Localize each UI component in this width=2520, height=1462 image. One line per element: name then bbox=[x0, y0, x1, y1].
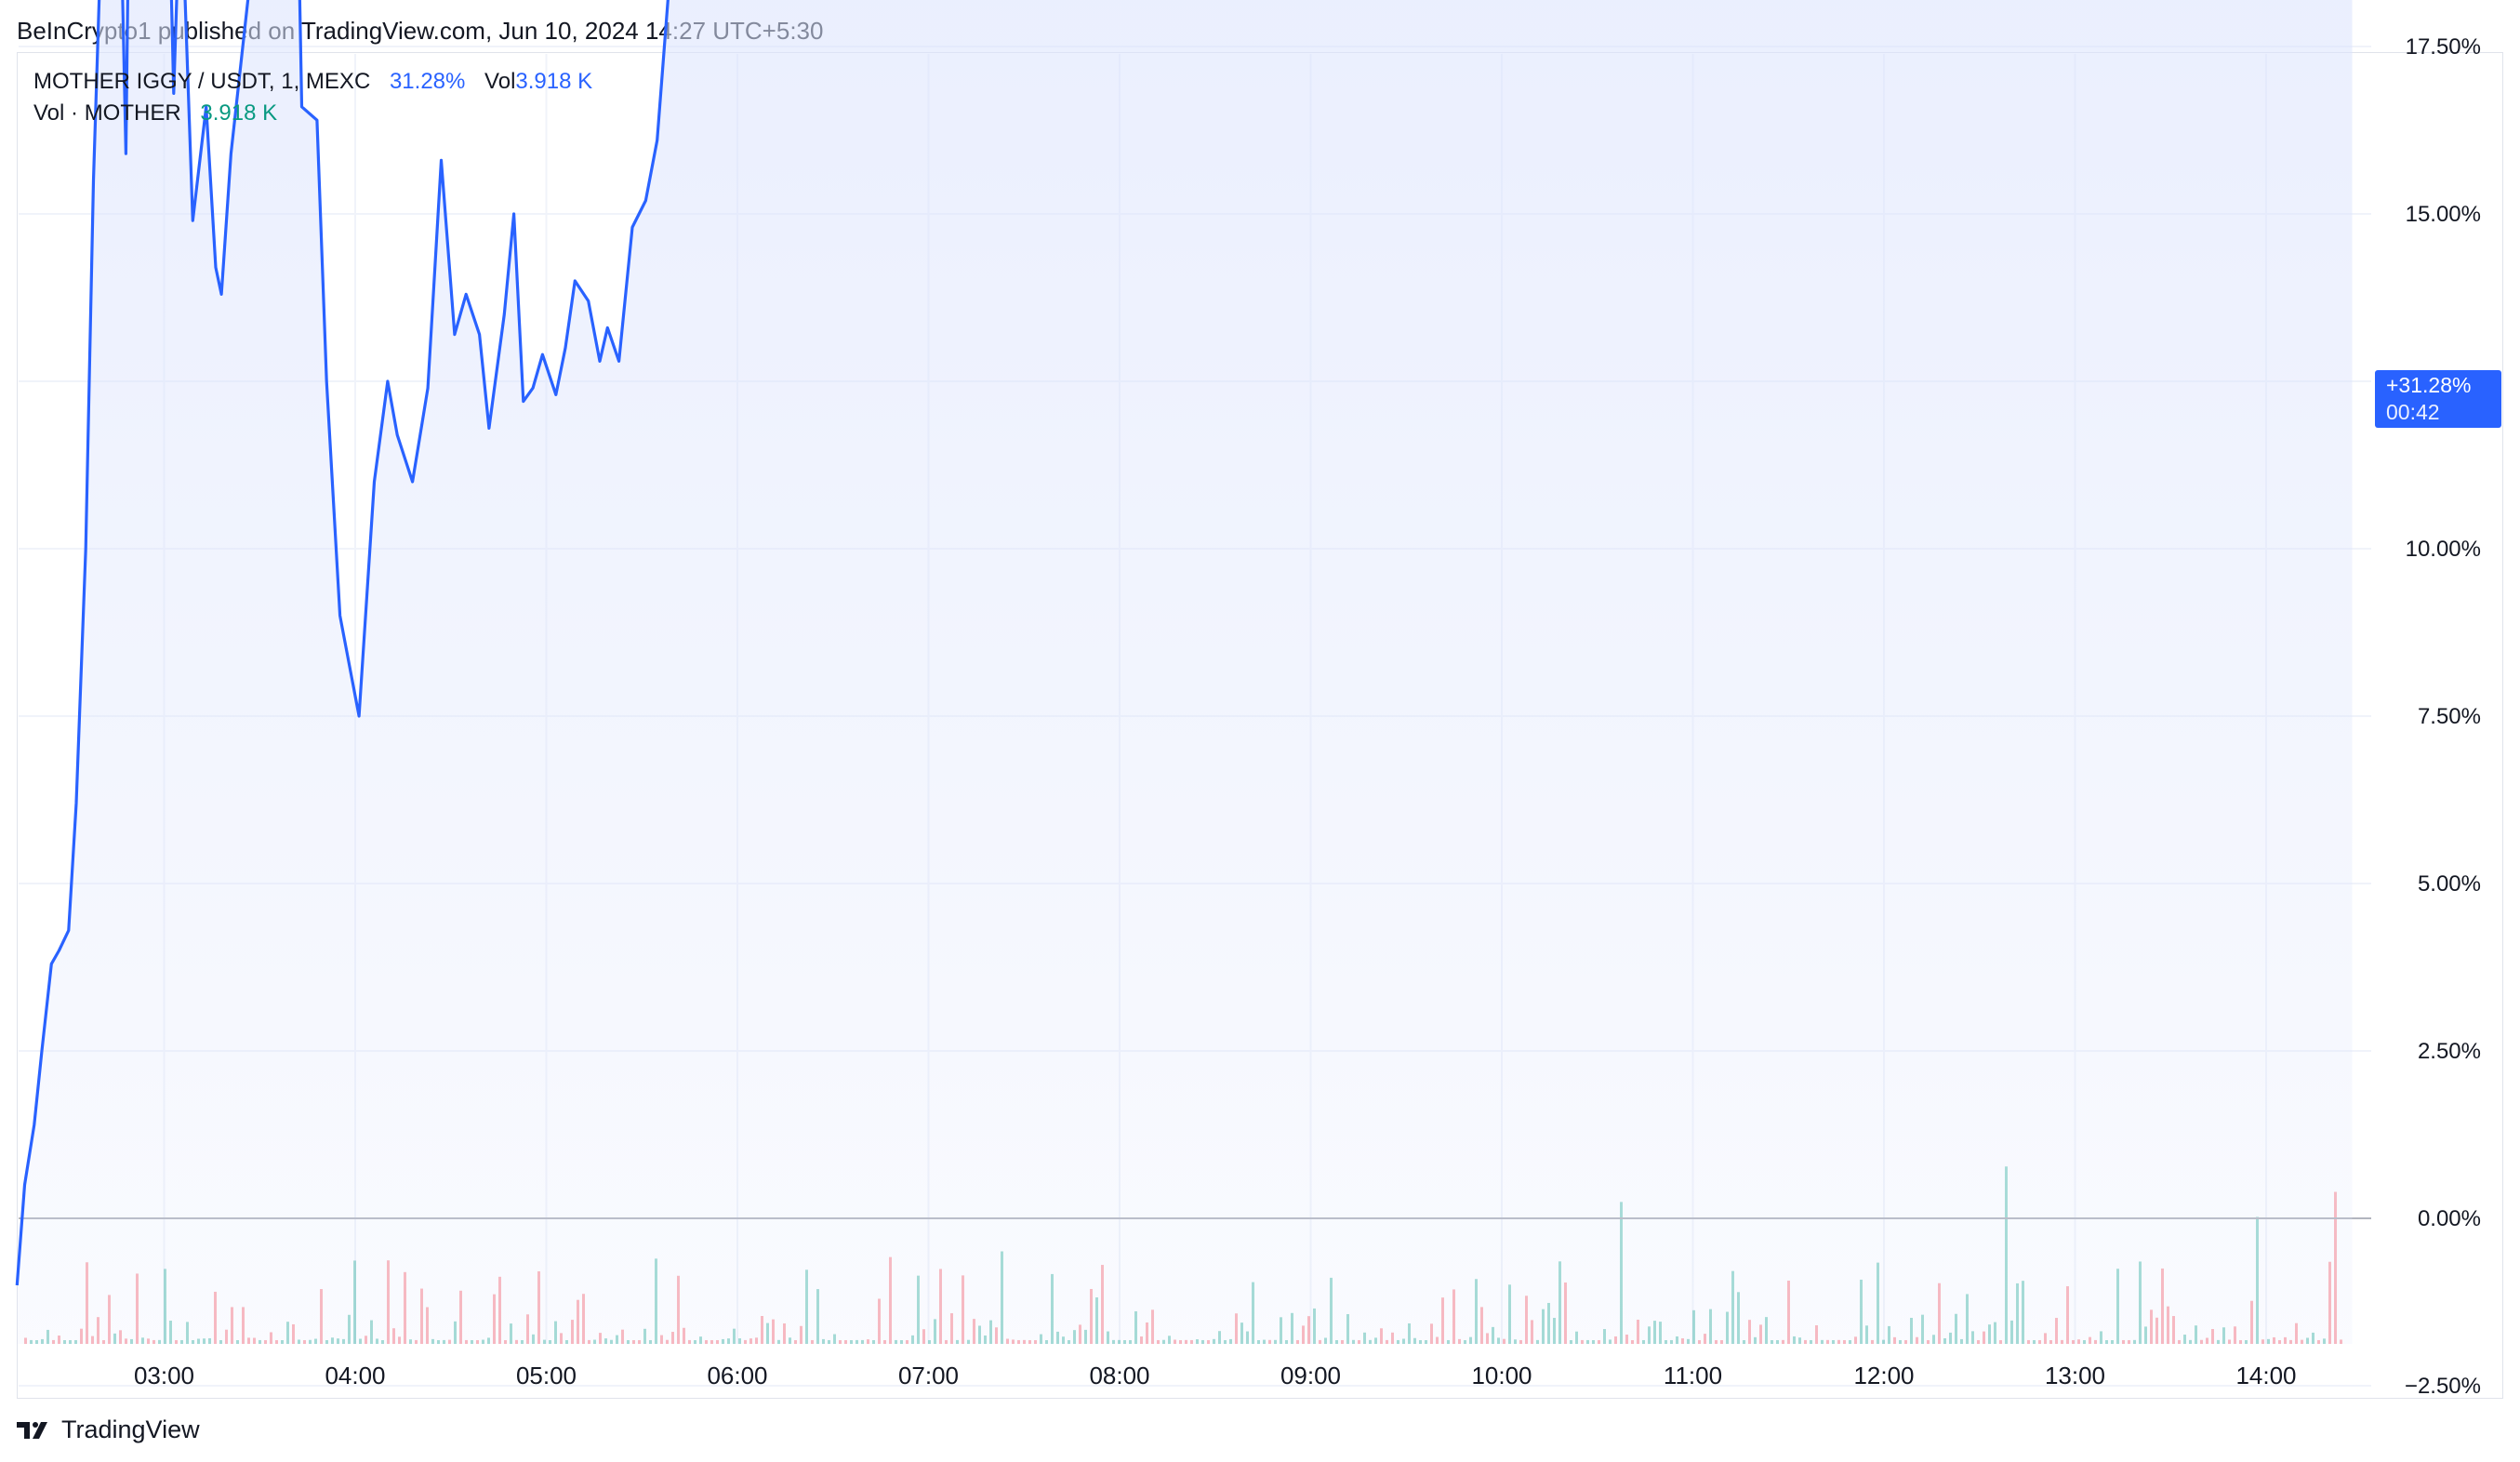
x-tick-label: 03:00 bbox=[134, 1362, 194, 1389]
y-tick-label: 17.50% bbox=[2406, 34, 2481, 60]
last-price-tag: +31.28% 00:42 bbox=[2375, 370, 2501, 428]
legend-row-symbol: MOTHER IGGY / USDT, 1, MEXC 31.28% Vol3.… bbox=[33, 69, 605, 95]
legend-vol-value: 3.918 K bbox=[515, 69, 593, 94]
x-tick-label: 11:00 bbox=[1664, 1362, 1722, 1389]
y-tick-label: 5.00% bbox=[2418, 871, 2481, 897]
x-tick-label: 07:00 bbox=[898, 1362, 959, 1389]
x-tick-label: 09:00 bbox=[1280, 1362, 1341, 1389]
x-tick-label: 04:00 bbox=[325, 1362, 385, 1389]
bar-countdown: 00:42 bbox=[2386, 400, 2440, 424]
y-tick-label: 0.00% bbox=[2418, 1206, 2481, 1231]
tradingview-brand: TradingView bbox=[61, 1415, 200, 1443]
y-tick-label: 7.50% bbox=[2418, 704, 2481, 729]
x-tick-label: 10:00 bbox=[1471, 1362, 1532, 1389]
last-price-value: +31.28% bbox=[2386, 373, 2472, 397]
tradingview-logo-icon bbox=[17, 1421, 47, 1439]
price-area bbox=[17, 0, 2353, 1344]
legend-volume-value: 3.918 K bbox=[200, 100, 278, 126]
legend-symbol[interactable]: MOTHER IGGY / USDT, 1, MEXC bbox=[33, 69, 371, 94]
legend-change: 31.28% bbox=[389, 69, 466, 94]
x-tick-label: 13:00 bbox=[2045, 1362, 2105, 1389]
legend-row-volume: Vol · MOTHER 3.918 K bbox=[33, 100, 290, 126]
x-tick-label: 12:00 bbox=[1853, 1362, 1914, 1389]
legend-vol-label: Vol bbox=[484, 69, 516, 94]
y-tick-label: 2.50% bbox=[2418, 1039, 2481, 1064]
tradingview-logo[interactable]: TradingView bbox=[17, 1415, 200, 1444]
y-tick-label: 10.00% bbox=[2406, 537, 2481, 562]
y-tick-label: 15.00% bbox=[2406, 202, 2481, 227]
x-tick-label: 14:00 bbox=[2235, 1362, 2296, 1389]
x-tick-label: 08:00 bbox=[1089, 1362, 1149, 1389]
legend-volume-label[interactable]: Vol · MOTHER bbox=[33, 100, 181, 126]
y-tick-label: −2.50% bbox=[2405, 1374, 2481, 1399]
x-tick-label: 05:00 bbox=[516, 1362, 577, 1389]
x-tick-label: 06:00 bbox=[707, 1362, 767, 1389]
